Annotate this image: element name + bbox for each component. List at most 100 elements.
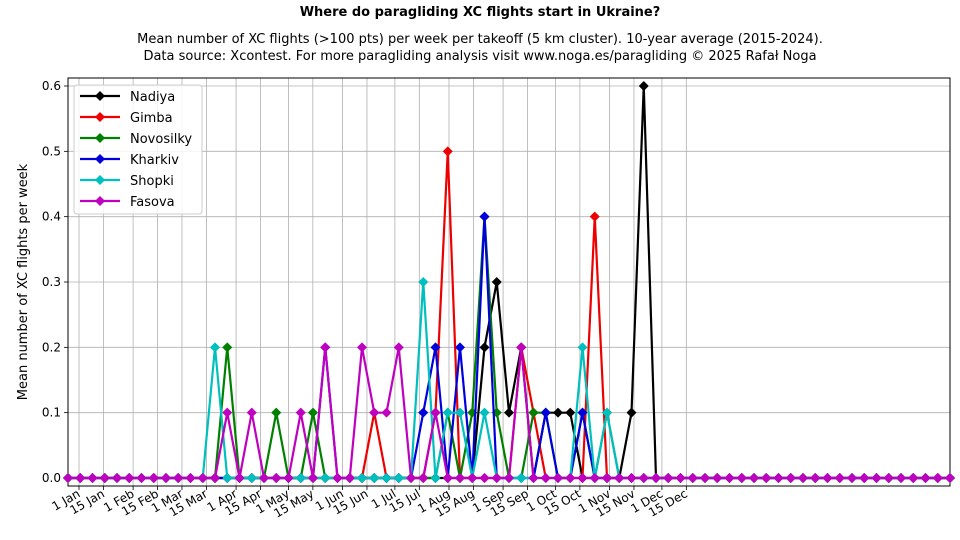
data-point-fasova <box>418 473 429 483</box>
plot-frame <box>67 77 951 487</box>
legend-label-novosilky: Novosilky <box>130 132 192 147</box>
data-point-fasova <box>798 473 808 483</box>
legend-label-nadiya: Nadiya <box>130 90 175 105</box>
data-point-shopki <box>418 277 429 287</box>
data-point-fasova <box>357 342 367 353</box>
data-point-fasova <box>932 473 943 483</box>
data-point-shopki <box>393 473 404 483</box>
data-point-fasova <box>479 473 490 483</box>
data-point-novosilky <box>222 342 233 353</box>
data-point-fasova <box>883 473 894 483</box>
legend-label-gimba: Gimba <box>130 111 173 126</box>
data-point-fasova <box>344 473 355 483</box>
data-point-fasova <box>712 473 723 483</box>
data-point-nadiya <box>491 277 502 287</box>
legend-label-fasova: Fasova <box>130 195 175 210</box>
data-point-fasova <box>87 473 98 483</box>
data-point-fasova <box>822 473 833 483</box>
legend-swatch-marker <box>95 175 105 185</box>
data-point-kharkiv <box>418 407 429 418</box>
legend-swatch-marker <box>95 91 105 101</box>
data-point-shopki <box>577 342 588 353</box>
data-point-fasova <box>945 473 955 483</box>
data-point-fasova <box>638 473 649 483</box>
data-point-kharkiv <box>430 342 441 353</box>
data-point-fasova <box>614 473 625 483</box>
chart-subtitle-line-1: Mean number of XC flights (>100 pts) per… <box>137 32 823 47</box>
data-point-nadiya <box>479 342 490 353</box>
data-point-fasova <box>332 473 343 483</box>
data-point-fasova <box>271 473 282 483</box>
data-point-nadiya <box>553 407 563 418</box>
data-point-nadiya <box>638 81 649 91</box>
data-point-nadiya <box>504 407 514 418</box>
data-point-fasova <box>308 473 318 483</box>
chart-subtitle-line-2: Data source: Xcontest. For more paraglid… <box>143 49 816 64</box>
legend-swatch-marker <box>95 112 105 122</box>
data-point-fasova <box>749 473 759 483</box>
data-point-nadiya <box>565 407 576 418</box>
data-point-fasova <box>602 473 612 483</box>
data-point-fasova <box>320 342 331 353</box>
data-point-fasova <box>785 473 796 483</box>
y-tick-label: 0.0 <box>42 471 61 485</box>
data-point-fasova <box>173 473 184 483</box>
data-point-fasova <box>234 473 245 483</box>
data-point-fasova <box>626 473 637 483</box>
data-point-fasova <box>246 407 257 418</box>
data-point-fasova <box>516 342 527 353</box>
data-point-fasova <box>112 473 122 483</box>
data-point-fasova <box>185 473 196 483</box>
data-point-fasova <box>259 473 269 483</box>
data-point-fasova <box>369 407 380 418</box>
data-point-shopki <box>246 473 257 483</box>
data-point-fasova <box>210 473 220 483</box>
data-point-fasova <box>75 473 86 483</box>
data-point-shopki <box>222 473 233 483</box>
series-line-shopki <box>68 280 950 480</box>
data-point-fasova <box>700 473 710 483</box>
data-point-fasova <box>148 473 159 483</box>
data-point-novosilky <box>308 407 318 418</box>
data-point-fasova <box>896 473 906 483</box>
data-point-kharkiv <box>577 407 588 418</box>
legend: Nadiya Gimba Novosilky Kharkiv Shopki Fasova <box>73 84 203 215</box>
data-point-fasova <box>504 473 514 483</box>
data-point-fasova <box>381 407 392 418</box>
data-point-shopki <box>516 473 527 483</box>
data-point-kharkiv <box>479 211 490 222</box>
data-point-fasova <box>124 473 135 483</box>
data-point-fasova <box>455 473 465 483</box>
data-point-fasova <box>197 473 208 483</box>
data-point-fasova <box>136 473 147 483</box>
data-point-nadiya <box>626 407 637 418</box>
y-tick-label: 0.3 <box>42 275 61 289</box>
data-point-kharkiv <box>540 407 551 418</box>
data-point-fasova <box>908 473 919 483</box>
legend-swatch-marker <box>95 196 105 206</box>
data-point-fasova <box>834 473 845 483</box>
data-point-fasova <box>528 473 539 483</box>
data-point-gimba <box>589 211 600 222</box>
data-point-fasova <box>553 473 563 483</box>
data-point-fasova <box>540 473 551 483</box>
data-point-fasova <box>222 407 233 418</box>
data-point-fasova <box>467 473 478 483</box>
data-point-fasova <box>847 473 857 483</box>
data-point-fasova <box>283 473 294 483</box>
data-point-fasova <box>871 473 882 483</box>
data-point-fasova <box>63 473 73 483</box>
data-point-fasova <box>736 473 747 483</box>
data-point-fasova <box>99 473 110 483</box>
data-point-fasova <box>663 473 674 483</box>
data-point-gimba <box>442 146 453 157</box>
data-point-fasova <box>161 473 171 483</box>
legend-label-kharkiv: Kharkiv <box>130 153 179 168</box>
data-point-fasova <box>773 473 784 483</box>
data-point-shopki <box>357 473 367 483</box>
y-tick-label: 0.1 <box>42 406 61 420</box>
data-point-kharkiv <box>455 342 465 353</box>
data-point-shopki <box>455 407 465 418</box>
data-point-shopki <box>479 407 490 418</box>
